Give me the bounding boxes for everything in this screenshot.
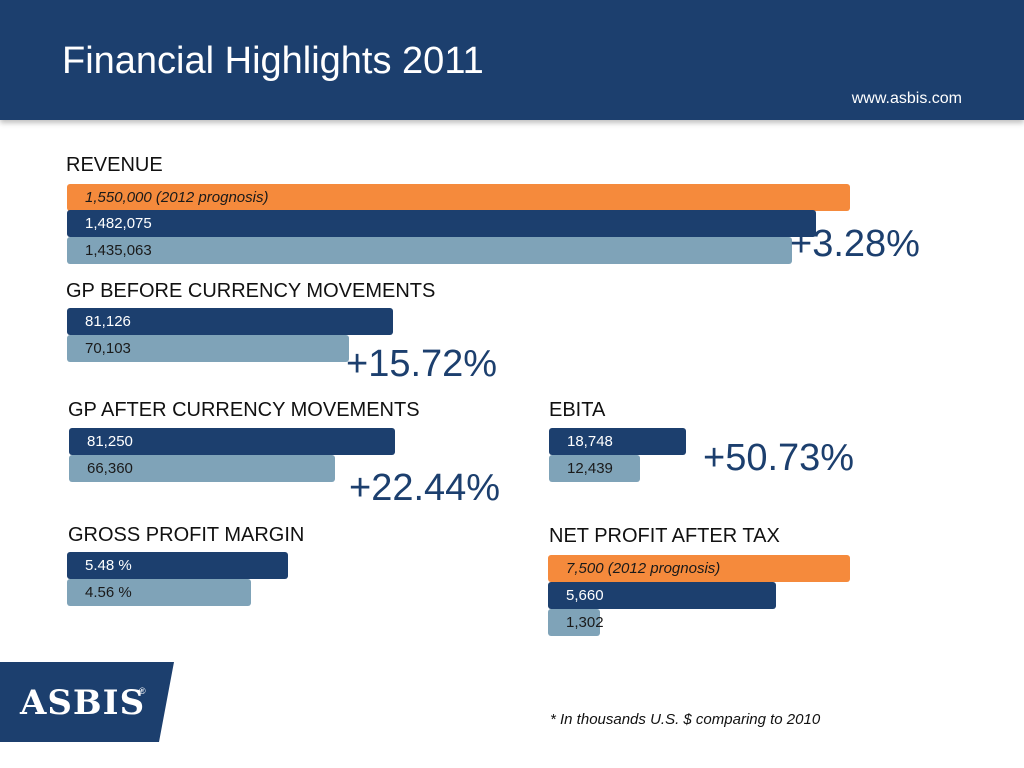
bar-value-label: 5.48 %	[85, 557, 132, 574]
revenue-change: +3.28%	[790, 223, 920, 265]
bar-2010: 66,360	[69, 455, 335, 482]
bar-value-label: 4.56 %	[85, 584, 132, 601]
bar-2010: 1,435,063	[67, 237, 792, 264]
bar-2010: 1,302	[548, 609, 604, 636]
bar-2011: 18,748	[549, 428, 686, 455]
bar-value-label: 1,435,063	[85, 242, 152, 259]
bar-2010: 70,103	[67, 335, 349, 362]
bar-value-label: 18,748	[567, 433, 613, 450]
bar-value-label: 70,103	[85, 340, 131, 357]
bar-value-label: 81,250	[87, 433, 133, 450]
bar-value-label: 1,302	[566, 614, 604, 631]
gp-before-title: GP BEFORE CURRENCY MOVEMENTS	[66, 280, 436, 302]
bar-2011: 5,660	[548, 582, 776, 609]
bar-value-label: 81,126	[85, 313, 131, 330]
bar-value-label: 5,660	[566, 587, 604, 604]
gp-after-title: GP AFTER CURRENCY MOVEMENTS	[68, 399, 420, 421]
prognosis-bar: 7,500 (2012 prognosis)	[548, 555, 850, 582]
bar-2011: 81,250	[69, 428, 395, 455]
bar-value-label: 7,500 (2012 prognosis)	[566, 560, 721, 577]
bar-2010: 4.56 %	[67, 579, 251, 606]
registered-mark: ®	[139, 686, 146, 696]
gp-before-change: +15.72%	[346, 343, 498, 385]
ebita-change: +50.73%	[703, 437, 855, 479]
bar-2011: 5.48 %	[67, 552, 288, 579]
logo-background-shape	[0, 662, 174, 742]
bar-value-label: 1,550,000 (2012 prognosis)	[85, 189, 269, 206]
website-url[interactable]: www.asbis.com	[851, 90, 962, 107]
net-profit-title: NET PROFIT AFTER TAX	[549, 525, 780, 547]
footnote: * In thousands U.S. $ comparing to 2010	[550, 711, 821, 728]
bar-value-label: 66,360	[87, 460, 133, 477]
bar-value-label: 1,482,075	[85, 215, 152, 232]
gpm-title: GROSS PROFIT MARGIN	[68, 524, 305, 546]
bar-value-label: 12,439	[567, 460, 613, 477]
gp-after-change: +22.44%	[349, 467, 501, 509]
bar-2011: 1,482,075	[67, 210, 816, 237]
prognosis-bar: 1,550,000 (2012 prognosis)	[67, 184, 850, 211]
bar-2010: 12,439	[549, 455, 640, 482]
page-title: Financial Highlights 2011	[62, 40, 484, 82]
asbis-logo: ASBIS	[20, 683, 146, 723]
revenue-title: REVENUE	[66, 154, 163, 176]
ebita-title: EBITA	[549, 399, 606, 421]
bar-2011: 81,126	[67, 308, 393, 335]
header-banner: Financial Highlights 2011 www.asbis.com	[0, 0, 1024, 120]
